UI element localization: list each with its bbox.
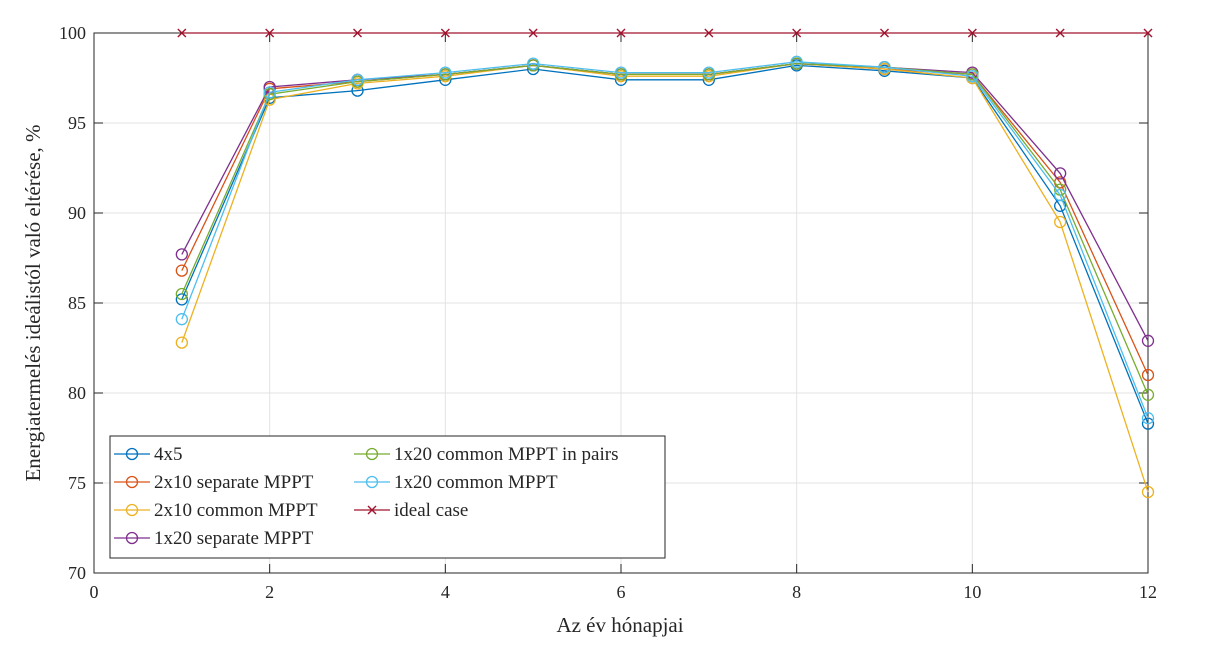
legend-marker [365,475,379,489]
data-point [1141,368,1155,382]
legend-entry: 2x10 separate MPPT [114,472,314,493]
legend-entry: 1x20 common MPPT [354,472,558,493]
legend-label: 4x5 [154,444,183,465]
axes: 0 2 4 6 8 10 12 70 75 80 85 90 95 100 [59,23,1157,602]
y-tick-label: 70 [68,563,86,583]
legend-label: 2x10 separate MPPT [154,472,314,493]
legend-label: 1x20 separate MPPT [154,528,314,549]
legend-marker [125,531,139,545]
data-point [527,57,540,70]
data-point [1055,28,1065,38]
series-group [175,28,1155,499]
x-tick-label: 6 [617,582,626,602]
legend: 4x5 2x10 separate MPPT 2x10 common MPPT 1x2… [109,435,666,559]
legend-entry: 1x20 common MPPT in pairs [354,444,619,465]
series-line [181,64,1149,424]
data-point [177,28,187,38]
data-point [967,28,977,38]
legend-marker [125,503,139,517]
y-tick-label: 100 [59,23,86,43]
series-line [181,62,1149,396]
legend-marker [365,447,379,461]
legend-marker [367,505,377,515]
data-point [1141,412,1155,425]
x-tick-label: 12 [1139,582,1157,602]
x-tick-label: 10 [963,582,981,602]
data-point [175,313,188,326]
y-tick-label: 75 [68,473,86,493]
data-point [353,28,362,38]
legend-marker [125,475,139,489]
data-point [175,336,188,349]
data-point [263,86,276,99]
legend-entry: ideal case [354,500,468,521]
data-point [878,61,891,74]
data-point [175,264,188,277]
data-point [1143,28,1153,38]
y-tick-label: 85 [68,293,86,313]
data-point [966,70,979,83]
x-axis-title: Az év hónapjai [556,613,683,637]
data-point [1141,485,1155,499]
data-point [1141,388,1155,401]
data-point [1141,334,1155,347]
data-point [265,28,275,38]
data-point [1054,167,1067,180]
legend-label: 2x10 common MPPT [154,500,318,521]
data-point [704,28,714,38]
data-point [439,66,452,79]
data-point [880,28,889,38]
series-line [181,62,1149,493]
series-5 [175,55,1155,425]
data-point [702,66,715,79]
y-tick-label: 80 [68,383,86,403]
legend-label: 1x20 common MPPT [394,472,558,493]
x-tick-label: 0 [90,582,99,602]
data-point [1054,215,1067,229]
data-point [175,287,188,301]
data-point [792,28,802,38]
data-point [616,28,626,38]
legend-box [109,435,666,559]
legend-entry: 1x20 separate MPPT [114,528,314,549]
data-point [440,28,450,38]
y-axis-title: Energiatermelés ideálistól való eltérése… [21,124,45,481]
series-line [181,61,1149,419]
data-point [790,55,803,68]
data-point [175,248,188,261]
x-tick-label: 8 [792,582,801,602]
data-point [1054,188,1067,202]
x-tick-label: 2 [265,582,274,602]
data-point [351,73,364,86]
legend-label: ideal case [394,500,468,521]
legend-label: 1x20 common MPPT in pairs [394,444,619,465]
y-tick-label: 95 [68,113,86,133]
legend-entry: 2x10 common MPPT [114,500,318,521]
y-tick-label: 90 [68,203,86,223]
series-6 [177,28,1153,38]
data-point [614,66,628,79]
data-point [528,28,538,38]
x-tick-label: 4 [441,582,450,602]
legend-entry: 4x5 [114,444,183,465]
legend-marker [125,447,139,461]
